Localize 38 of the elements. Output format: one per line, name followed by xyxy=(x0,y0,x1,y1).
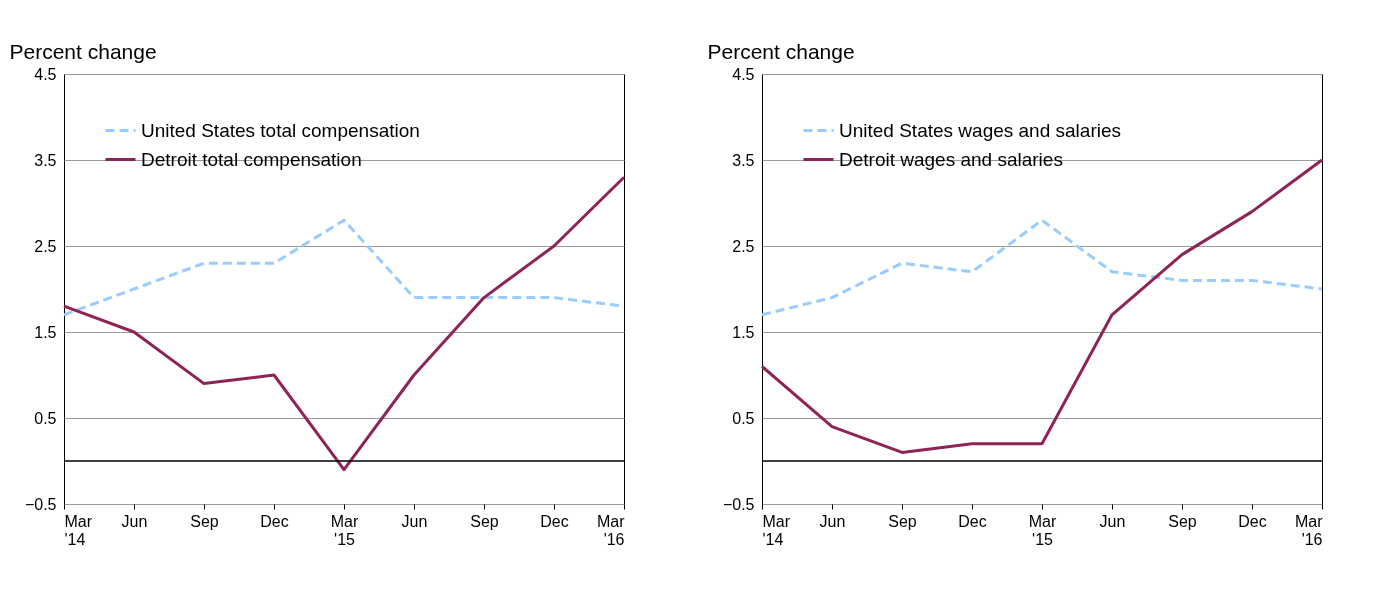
y-tick-label: 0.5 xyxy=(732,409,755,427)
x-tick-label: Dec xyxy=(958,512,987,530)
x-tick-label: Mar '15 xyxy=(330,512,359,548)
y-tick-label: −0.5 xyxy=(722,495,755,513)
line-series xyxy=(760,218,1324,317)
line-series xyxy=(62,175,626,472)
x-tick-label: Dec xyxy=(260,512,289,530)
y-axis-title: Percent change xyxy=(9,39,157,63)
y-tick-label: 2.5 xyxy=(34,237,57,255)
legend-label: United States total compensation xyxy=(141,119,420,141)
legend-label: Detroit total compensation xyxy=(141,148,362,170)
x-tick-label: Sep xyxy=(190,512,219,530)
x-tick-label: Dec xyxy=(1238,512,1267,530)
x-tick-label: Mar '16 xyxy=(596,512,626,548)
x-tick-label: Jun xyxy=(121,512,148,530)
legend-label: Detroit wages and salaries xyxy=(839,148,1063,170)
y-tick-label: 3.5 xyxy=(732,151,755,169)
y-tick-label: 1.5 xyxy=(34,323,57,341)
x-tick-label: Sep xyxy=(1168,512,1197,530)
x-tick-label: Dec xyxy=(540,512,569,530)
x-tick-label: Mar '15 xyxy=(1028,512,1057,548)
x-tick-label: Sep xyxy=(888,512,917,530)
y-tick-label: 4.5 xyxy=(732,65,755,83)
x-tick-label: Jun xyxy=(819,512,846,530)
x-tick-label: Mar '14 xyxy=(64,512,93,548)
x-tick-label: Jun xyxy=(401,512,428,530)
y-tick-label: 1.5 xyxy=(732,323,755,341)
y-tick-label: 2.5 xyxy=(732,237,755,255)
legend-label: United States wages and salaries xyxy=(839,119,1121,141)
y-tick-label: 0.5 xyxy=(34,409,57,427)
x-tick-label: Jun xyxy=(1099,512,1126,530)
y-tick-label: 3.5 xyxy=(34,151,57,169)
y-tick-label: −0.5 xyxy=(24,495,57,513)
y-axis-title: Percent change xyxy=(707,39,855,63)
x-tick-label: Sep xyxy=(470,512,499,530)
y-tick-label: 4.5 xyxy=(34,65,57,83)
x-tick-label: Mar '16 xyxy=(1294,512,1324,548)
x-tick-label: Mar '14 xyxy=(762,512,791,548)
